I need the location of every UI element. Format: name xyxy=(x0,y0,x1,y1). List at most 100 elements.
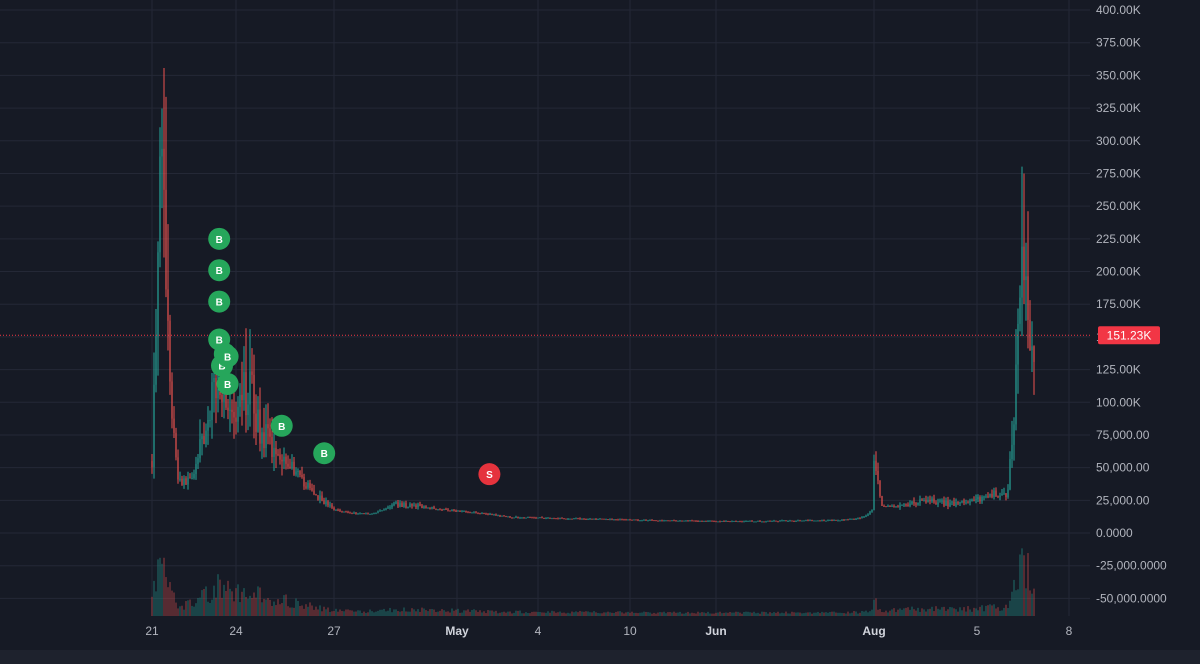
candle-body xyxy=(459,510,461,512)
volume-bar xyxy=(499,612,501,616)
volume-bar xyxy=(379,609,381,616)
volume-bar xyxy=(241,591,243,616)
marker-circle xyxy=(216,372,239,395)
candle-body xyxy=(707,520,709,522)
candle-body xyxy=(373,513,375,515)
volume-bar xyxy=(989,604,991,616)
candle-body xyxy=(213,377,215,383)
candle-body xyxy=(439,509,441,511)
volume-bar xyxy=(553,611,555,616)
candle-body xyxy=(691,520,693,522)
candle-body xyxy=(395,502,397,504)
volume-bar xyxy=(753,611,755,616)
candle-body xyxy=(245,372,247,416)
candle-body xyxy=(357,513,359,515)
volume-bar xyxy=(187,600,189,616)
candle-body xyxy=(907,504,909,507)
buy-marker: B xyxy=(313,442,336,465)
volume-bar xyxy=(867,612,869,616)
volume-bar xyxy=(159,557,161,616)
volume-bar xyxy=(767,613,769,616)
volume-bar xyxy=(625,612,627,616)
volume-bar xyxy=(549,612,551,616)
x-axis[interactable]: 21 24 27 May 4 10 Jun Aug 5 8 xyxy=(0,616,1200,664)
candle-body xyxy=(889,505,891,507)
candle-body xyxy=(697,521,699,523)
volume-bar xyxy=(407,611,409,616)
volume-bar xyxy=(831,611,833,616)
candle-body xyxy=(731,521,733,523)
candle-body xyxy=(721,520,723,522)
volume-bar xyxy=(581,611,583,616)
volume-bar xyxy=(473,609,475,616)
candle-body xyxy=(305,486,307,488)
volume-bar xyxy=(811,613,813,616)
candle-body xyxy=(591,518,593,520)
volume-bar xyxy=(1033,588,1035,616)
volume-bar xyxy=(879,609,881,616)
candle-body xyxy=(753,521,755,523)
y-tick-label: 375.00K xyxy=(1096,36,1141,50)
volume-bar xyxy=(889,610,891,616)
volume-bar xyxy=(283,595,285,616)
candle-body xyxy=(705,520,707,522)
candle-body xyxy=(637,519,639,521)
candle-body xyxy=(251,371,253,375)
volume-bar xyxy=(995,608,997,616)
candle-body xyxy=(567,518,569,520)
candle-body xyxy=(767,520,769,522)
volume-bar xyxy=(275,605,277,616)
volume-bar xyxy=(991,605,993,616)
candle-body xyxy=(335,509,337,511)
volume-bar xyxy=(211,599,213,616)
volume-bar xyxy=(543,612,545,616)
volume-bar xyxy=(887,612,889,616)
volume-bar xyxy=(169,582,171,616)
volume-bar xyxy=(977,610,979,616)
candle-body xyxy=(469,512,471,514)
volume-bar xyxy=(843,613,845,616)
volume-bar xyxy=(603,612,605,616)
volume-bar xyxy=(567,612,569,616)
volume-bar xyxy=(601,613,603,616)
candle-body xyxy=(227,407,229,411)
candle-body xyxy=(563,518,565,520)
candle-body xyxy=(603,518,605,520)
candle-body xyxy=(557,518,559,520)
volume-bar xyxy=(427,611,429,616)
candle-body xyxy=(635,519,637,521)
candle-body xyxy=(1005,493,1007,498)
candle-body xyxy=(743,521,745,523)
candle-body xyxy=(551,518,553,520)
volume-bar xyxy=(903,608,905,616)
candle-body xyxy=(353,512,355,514)
candle-body xyxy=(613,519,615,521)
candle-body xyxy=(717,521,719,523)
candle-body xyxy=(423,506,425,508)
y-axis[interactable]: 400.00K 375.00K 350.00K 325.00K 300.00K 275.0… xyxy=(1096,3,1167,605)
volume-bar xyxy=(953,608,955,616)
candle-body xyxy=(295,471,297,475)
volume-bar xyxy=(415,611,417,616)
volume-bar xyxy=(739,612,741,616)
volume-bar xyxy=(413,609,415,616)
volume-bar xyxy=(657,612,659,616)
volume-bar xyxy=(951,607,953,616)
candle-body xyxy=(339,510,341,512)
volume-bar xyxy=(355,611,357,616)
volume-bar xyxy=(883,612,885,616)
volume-bar xyxy=(839,612,841,616)
volume-bar xyxy=(927,609,929,616)
current-price-tag: 151.23K xyxy=(1098,326,1160,345)
marker-label: S xyxy=(486,470,493,481)
candle-body xyxy=(615,519,617,521)
volume-bar xyxy=(777,611,779,616)
volume-bar xyxy=(729,611,731,616)
candle-body xyxy=(503,515,505,517)
candle-body xyxy=(997,496,999,498)
current-price-label: 151.23K xyxy=(1107,328,1152,342)
candle-body xyxy=(695,520,697,522)
volume-bar xyxy=(569,613,571,616)
